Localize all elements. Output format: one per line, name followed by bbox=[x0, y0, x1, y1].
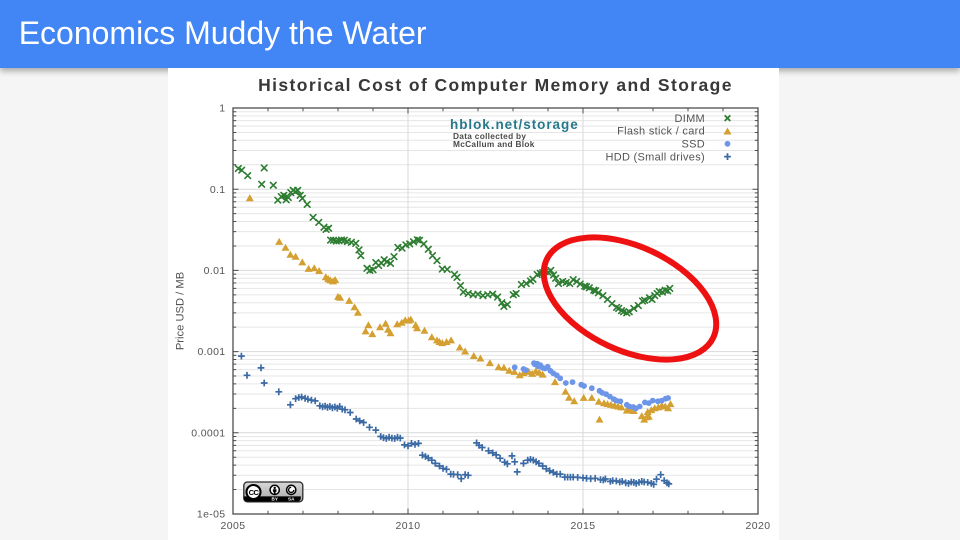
svg-text:BY: BY bbox=[272, 497, 278, 502]
svg-text:2020: 2020 bbox=[746, 520, 771, 532]
svg-text:CC: CC bbox=[249, 488, 260, 497]
svg-text:SA: SA bbox=[288, 497, 295, 502]
svg-text:McCallum and Blok: McCallum and Blok bbox=[453, 139, 535, 149]
svg-text:DIMM: DIMM bbox=[674, 113, 705, 125]
svg-text:2010: 2010 bbox=[396, 520, 421, 532]
svg-text:HDD (Small drives): HDD (Small drives) bbox=[605, 151, 705, 163]
svg-text:0.01: 0.01 bbox=[204, 265, 226, 277]
svg-text:hblok.net/storage: hblok.net/storage bbox=[450, 117, 579, 132]
svg-text:Price USD / MB: Price USD / MB bbox=[175, 272, 187, 350]
svg-text:0.001: 0.001 bbox=[197, 346, 225, 358]
svg-text:2005: 2005 bbox=[221, 520, 246, 532]
svg-text:Historical Cost of Computer Me: Historical Cost of Computer Memory and S… bbox=[258, 75, 733, 95]
svg-text:0.0001: 0.0001 bbox=[191, 427, 225, 439]
svg-text:SSD: SSD bbox=[681, 139, 705, 151]
svg-text:0.1: 0.1 bbox=[210, 184, 226, 196]
svg-text:Flash stick / card: Flash stick / card bbox=[617, 126, 705, 138]
svg-text:1e-05: 1e-05 bbox=[197, 509, 226, 521]
svg-text:1: 1 bbox=[219, 103, 225, 115]
svg-text:2015: 2015 bbox=[571, 520, 596, 532]
svg-text:Data collected by: Data collected by bbox=[453, 131, 526, 141]
